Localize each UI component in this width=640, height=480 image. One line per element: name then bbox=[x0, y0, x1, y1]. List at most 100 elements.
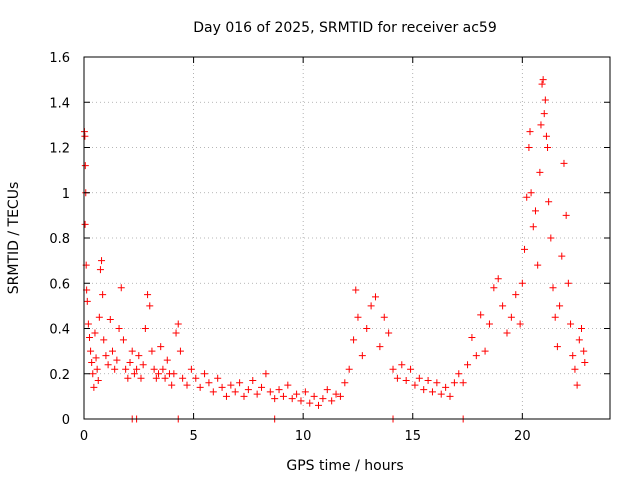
data-point bbox=[315, 401, 323, 409]
data-point bbox=[545, 198, 553, 206]
data-point bbox=[90, 383, 98, 391]
data-point bbox=[350, 336, 358, 344]
data-point bbox=[104, 361, 112, 369]
data-point bbox=[122, 365, 130, 373]
data-point bbox=[490, 284, 498, 292]
data-point bbox=[446, 392, 454, 400]
data-point bbox=[187, 365, 195, 373]
data-point bbox=[227, 381, 235, 389]
x-tick-label: 20 bbox=[514, 429, 531, 444]
x-tick-label: 15 bbox=[404, 429, 421, 444]
data-point bbox=[218, 383, 226, 391]
data-point bbox=[310, 392, 318, 400]
data-point bbox=[398, 361, 406, 369]
data-point bbox=[179, 374, 187, 382]
data-point bbox=[205, 379, 213, 387]
data-point bbox=[332, 390, 340, 398]
data-point bbox=[542, 132, 550, 140]
data-point bbox=[174, 320, 182, 328]
data-point bbox=[459, 379, 467, 387]
y-tick-label: 1.6 bbox=[49, 51, 70, 66]
y-tick-label: 1.4 bbox=[49, 96, 70, 111]
data-point bbox=[358, 352, 366, 360]
data-point bbox=[128, 347, 136, 355]
data-point bbox=[284, 381, 292, 389]
data-point bbox=[531, 207, 539, 215]
data-point bbox=[306, 399, 314, 407]
data-point bbox=[437, 390, 445, 398]
data-points bbox=[80, 76, 589, 423]
data-point bbox=[477, 311, 485, 319]
data-point bbox=[301, 388, 309, 396]
data-point bbox=[271, 395, 279, 403]
data-point bbox=[367, 302, 375, 310]
data-point bbox=[540, 110, 548, 118]
data-point bbox=[139, 361, 147, 369]
data-point bbox=[575, 336, 583, 344]
data-point bbox=[124, 374, 132, 382]
data-point bbox=[91, 329, 99, 337]
data-point bbox=[209, 388, 217, 396]
data-point bbox=[512, 291, 520, 299]
data-point bbox=[87, 347, 95, 355]
data-point bbox=[420, 386, 428, 394]
data-point bbox=[84, 320, 92, 328]
data-point bbox=[176, 347, 184, 355]
data-point bbox=[468, 334, 476, 342]
data-point bbox=[341, 379, 349, 387]
data-point bbox=[352, 286, 360, 294]
data-point bbox=[297, 397, 305, 405]
data-point bbox=[571, 365, 579, 373]
data-point bbox=[159, 365, 167, 373]
data-point bbox=[249, 377, 257, 385]
data-point bbox=[567, 320, 575, 328]
y-tick-label: 1 bbox=[62, 187, 70, 202]
data-point bbox=[424, 377, 432, 385]
x-tick-label: 10 bbox=[295, 429, 312, 444]
data-point bbox=[393, 374, 401, 382]
data-point bbox=[319, 395, 327, 403]
data-point bbox=[262, 370, 270, 378]
data-point bbox=[544, 144, 552, 151]
data-point bbox=[231, 388, 239, 396]
data-point bbox=[389, 365, 397, 373]
data-point bbox=[450, 379, 458, 387]
data-point bbox=[581, 358, 589, 366]
data-point bbox=[253, 390, 261, 398]
data-point bbox=[288, 395, 296, 403]
data-point bbox=[481, 347, 489, 355]
data-point bbox=[539, 76, 547, 84]
data-point bbox=[503, 329, 511, 337]
data-point bbox=[266, 388, 274, 396]
data-point bbox=[172, 329, 180, 337]
data-point bbox=[380, 313, 388, 321]
chart-title: Day 016 of 2025, SRMTID for receiver ac5… bbox=[193, 20, 497, 36]
data-point bbox=[518, 279, 526, 287]
data-point bbox=[541, 96, 549, 104]
data-point bbox=[155, 370, 163, 378]
data-point bbox=[569, 352, 577, 360]
grid bbox=[84, 57, 610, 419]
data-point bbox=[402, 377, 410, 385]
data-point bbox=[323, 386, 331, 394]
data-point bbox=[157, 343, 165, 351]
data-point bbox=[137, 374, 145, 382]
data-point bbox=[115, 325, 123, 332]
data-point bbox=[538, 80, 546, 88]
data-point bbox=[96, 266, 104, 274]
data-point bbox=[573, 381, 581, 389]
data-point bbox=[551, 313, 559, 321]
data-point bbox=[108, 347, 116, 355]
data-point bbox=[385, 329, 393, 337]
data-point bbox=[95, 313, 103, 321]
y-tick-label: 0 bbox=[62, 413, 70, 428]
data-point bbox=[472, 352, 480, 360]
data-point bbox=[100, 336, 108, 344]
data-point bbox=[526, 128, 534, 136]
data-point bbox=[345, 365, 353, 373]
data-point bbox=[214, 374, 222, 382]
data-point bbox=[428, 388, 436, 396]
data-point bbox=[562, 211, 570, 219]
data-point bbox=[183, 381, 191, 389]
data-point bbox=[135, 352, 143, 360]
